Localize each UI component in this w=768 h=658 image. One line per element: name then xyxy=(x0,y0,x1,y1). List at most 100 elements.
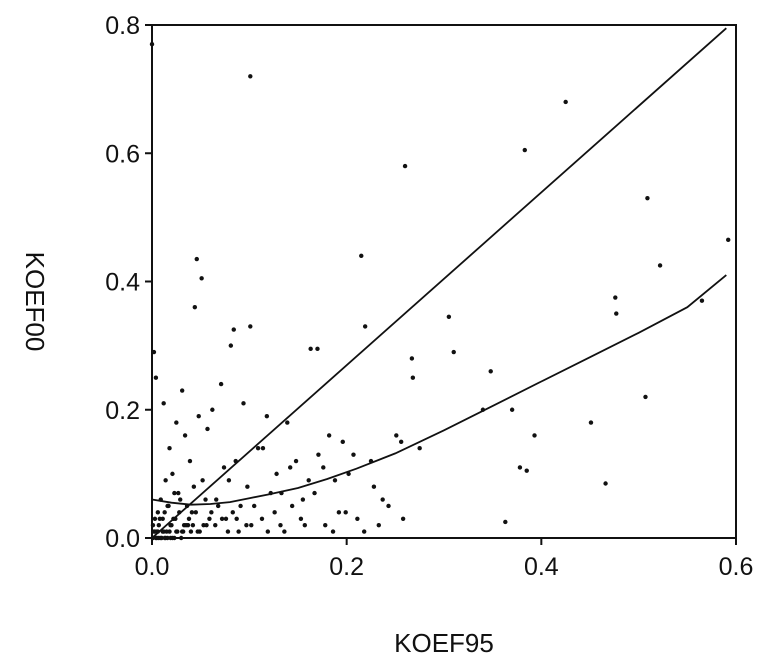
data-point xyxy=(169,522,174,528)
data-point xyxy=(409,356,415,361)
data-point xyxy=(306,478,311,483)
data-point xyxy=(380,497,385,502)
data-point xyxy=(191,484,197,489)
data-point xyxy=(359,253,364,259)
data-point xyxy=(221,465,227,470)
data-point xyxy=(308,346,313,352)
data-point xyxy=(195,529,200,534)
data-point xyxy=(376,522,381,528)
data-point xyxy=(351,452,356,457)
data-point xyxy=(179,535,184,541)
data-point xyxy=(588,420,594,425)
data-point xyxy=(194,256,199,262)
data-point xyxy=(248,324,253,329)
data-point xyxy=(168,535,173,541)
data-point xyxy=(157,516,162,521)
x-axis-title: KOEF95 xyxy=(394,628,494,658)
data-point xyxy=(524,468,529,473)
data-point xyxy=(336,510,342,515)
data-point xyxy=(362,324,368,329)
data-point xyxy=(255,446,261,451)
data-point xyxy=(167,446,172,451)
data-point xyxy=(330,529,336,534)
data-point xyxy=(163,478,168,483)
data-point xyxy=(188,529,194,534)
data-point xyxy=(343,510,348,515)
data-point xyxy=(503,519,508,525)
y-tick-label: 0.4 xyxy=(105,269,140,297)
data-point xyxy=(186,516,192,521)
data-point xyxy=(302,522,308,528)
data-point xyxy=(315,346,320,352)
data-point xyxy=(153,375,159,380)
scatter-points xyxy=(149,42,731,541)
data-point xyxy=(340,439,345,445)
data-point xyxy=(187,458,193,464)
data-point xyxy=(300,497,306,502)
data-point xyxy=(726,237,731,243)
data-point xyxy=(225,529,231,534)
data-point xyxy=(156,522,162,528)
data-point xyxy=(170,471,175,477)
data-point xyxy=(176,490,181,496)
data-point xyxy=(316,452,321,457)
data-point xyxy=(657,263,663,268)
x-tick-label: 0.4 xyxy=(524,553,559,581)
data-point xyxy=(321,465,326,470)
data-point xyxy=(274,471,279,477)
data-point xyxy=(166,503,171,509)
tick-layer: 0.0 0.2 0.4 0.6 0.0 0.2 0.4 0.6 0.8 xyxy=(105,12,753,581)
data-point xyxy=(298,516,304,521)
data-point xyxy=(293,458,299,464)
data-point xyxy=(613,295,618,300)
data-point xyxy=(323,522,328,528)
data-point xyxy=(402,163,408,169)
data-point xyxy=(174,420,179,425)
data-point xyxy=(179,529,185,534)
data-point xyxy=(190,522,196,528)
data-point xyxy=(210,407,215,412)
fit-lines xyxy=(151,27,727,539)
data-point xyxy=(278,522,283,528)
x-tick-label: 0.6 xyxy=(719,553,754,581)
fit-line xyxy=(151,274,727,506)
data-point xyxy=(643,394,648,400)
data-point xyxy=(603,481,608,486)
data-point xyxy=(312,490,317,496)
data-point xyxy=(199,276,204,281)
data-point xyxy=(178,497,183,502)
data-point xyxy=(204,522,209,528)
y-tick-label: 0.2 xyxy=(105,397,140,425)
data-point xyxy=(236,529,241,534)
data-point xyxy=(265,529,271,534)
data-point xyxy=(386,503,391,509)
data-point xyxy=(361,529,367,534)
data-point xyxy=(226,478,232,483)
data-point xyxy=(488,369,493,374)
data-point xyxy=(155,510,161,515)
data-point xyxy=(238,503,243,509)
data-point xyxy=(207,516,212,521)
data-point xyxy=(332,478,338,483)
data-point xyxy=(394,433,399,438)
data-point xyxy=(183,522,189,528)
data-point xyxy=(446,314,452,319)
data-point xyxy=(152,516,158,521)
data-point xyxy=(219,516,225,521)
data-point xyxy=(218,381,224,387)
data-point xyxy=(223,516,229,521)
data-point xyxy=(161,401,166,406)
data-point xyxy=(228,343,234,348)
data-point xyxy=(172,490,177,496)
y-tick-label: 0.8 xyxy=(105,12,140,40)
data-point xyxy=(355,516,360,521)
data-point xyxy=(451,349,456,355)
data-point xyxy=(205,426,210,432)
y-axis-title: KOEF00 xyxy=(20,252,50,352)
data-point xyxy=(151,349,157,355)
data-point xyxy=(215,503,221,509)
data-point xyxy=(285,420,290,425)
data-point xyxy=(189,510,195,515)
data-point xyxy=(193,510,198,515)
